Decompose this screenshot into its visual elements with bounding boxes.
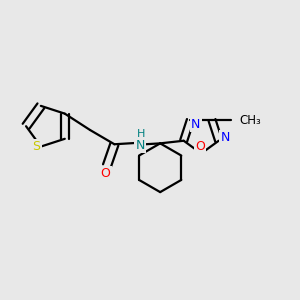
Text: S: S [32, 140, 40, 153]
Text: N: N [220, 131, 230, 144]
Text: CH₃: CH₃ [240, 114, 261, 127]
Text: N: N [191, 118, 200, 131]
Text: N: N [136, 139, 145, 152]
Text: H: H [137, 129, 145, 140]
Text: O: O [100, 167, 110, 181]
Text: O: O [195, 140, 205, 153]
